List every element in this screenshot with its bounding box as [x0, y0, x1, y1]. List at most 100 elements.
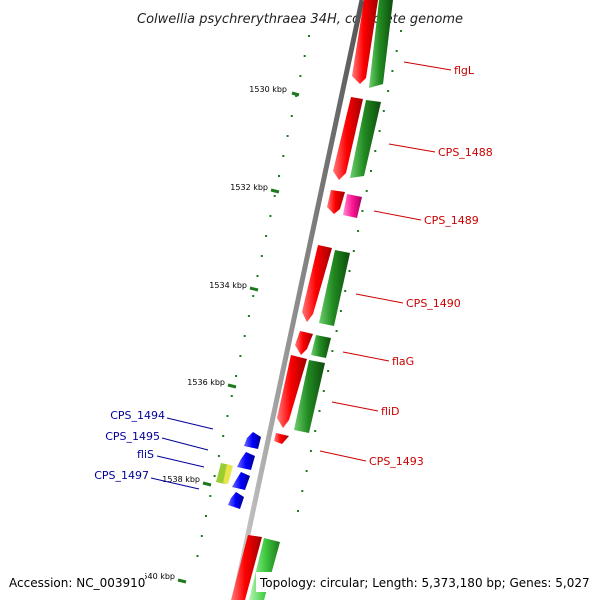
guide-dot	[200, 535, 203, 537]
callout-cps1494: CPS_1494	[110, 409, 214, 430]
guide-dot	[230, 395, 233, 397]
svg-text:1538 kbp: 1538 kbp	[162, 475, 200, 484]
guide-dot	[314, 430, 317, 432]
guide-dot	[387, 90, 390, 92]
guide-dot	[282, 155, 285, 157]
callout-cps1488: CPS_1488	[388, 143, 493, 159]
guide-dot	[247, 315, 250, 317]
guide-dot	[318, 410, 321, 412]
callout-cps1493: CPS_1493	[319, 450, 424, 468]
callout-cps1495: CPS_1495	[105, 430, 209, 451]
guide-dot	[374, 150, 377, 152]
guide-dot	[370, 170, 372, 172]
svg-text:1540 kbp: 1540 kbp	[137, 572, 175, 581]
guide-dot	[278, 175, 280, 177]
guide-dot	[322, 390, 325, 392]
gene-cps1494-blue[interactable]	[244, 432, 261, 449]
callout-flaG: flaG	[342, 351, 414, 368]
accession-label: Accession: NC_003910	[9, 576, 145, 590]
gene-fliD-red[interactable]	[277, 355, 307, 428]
guide-dot	[361, 210, 364, 212]
guide-dot	[226, 415, 229, 417]
guide-dot	[309, 450, 312, 452]
gene-cps1489-magenta[interactable]	[343, 194, 362, 218]
gene-flaG-red[interactable]	[295, 331, 313, 355]
gene-cps1490-red[interactable]	[302, 245, 332, 322]
guide-dot	[290, 115, 293, 117]
tick-1536: 1536 kbp	[187, 378, 237, 389]
guide-dot	[400, 30, 402, 32]
guide-dot	[344, 290, 347, 292]
guide-dot	[239, 355, 242, 357]
guide-dot	[265, 235, 268, 237]
guide-dot	[235, 375, 238, 377]
guide-dot	[301, 490, 304, 492]
callout-cps1489: CPS_1489	[373, 210, 479, 227]
tick-1538: 1538 kbp	[162, 475, 212, 487]
guide-dot	[205, 515, 207, 517]
footer-bg-right	[256, 572, 596, 592]
guide-dot	[382, 110, 385, 112]
callout-cps1497: CPS_1497	[94, 469, 200, 490]
gene-flgL-red[interactable]	[352, 0, 378, 84]
svg-text:CPS_1497: CPS_1497	[94, 469, 149, 482]
guide-dot	[217, 455, 220, 457]
gene-cps1488-red[interactable]	[333, 97, 363, 180]
tick-1532: 1532 kbp	[230, 183, 280, 194]
guide-dot	[335, 330, 338, 332]
svg-text:fliS: fliS	[137, 448, 154, 461]
guide-dot	[305, 470, 308, 472]
tick-1540: 1540 kbp	[137, 572, 187, 584]
guide-dot	[331, 350, 334, 352]
guide-dot	[339, 310, 342, 312]
gene-cps1495-blue[interactable]	[237, 452, 255, 470]
callout-fliS: fliS	[137, 448, 205, 468]
guide-dot	[308, 35, 310, 37]
guide-dot	[256, 275, 259, 277]
gene-cps1493-red[interactable]	[274, 433, 289, 444]
svg-text:flaG: flaG	[392, 355, 414, 368]
svg-text:1532 kbp: 1532 kbp	[230, 183, 268, 192]
svg-text:CPS_1493: CPS_1493	[369, 455, 424, 468]
guide-dot	[395, 50, 398, 52]
gene-cps1490-green[interactable]	[319, 250, 350, 326]
guide-dot	[297, 510, 299, 512]
guide-dot	[327, 370, 330, 372]
svg-text:1534 kbp: 1534 kbp	[209, 281, 247, 290]
gene-fliS-yellow-b[interactable]	[223, 464, 233, 484]
guide-dot	[299, 75, 302, 77]
topology-label: Topology: circular; Length: 5,373,180 bp…	[259, 576, 590, 590]
gene-fliD-green[interactable]	[294, 360, 325, 433]
gene-cps1489-red[interactable]	[327, 190, 345, 214]
gene-cps1497-blue[interactable]	[228, 492, 244, 509]
callout-fliD: fliD	[331, 401, 399, 418]
svg-text:1530 kbp: 1530 kbp	[249, 85, 287, 94]
svg-text:fliD: fliD	[381, 405, 399, 418]
gene-fliS-blue[interactable]	[232, 472, 250, 490]
gene-flaG-green[interactable]	[311, 335, 331, 358]
guide-dot	[260, 255, 263, 257]
gene-cps1488-green[interactable]	[350, 100, 381, 178]
guide-dot	[348, 270, 351, 272]
svg-text:CPS_1495: CPS_1495	[105, 430, 160, 443]
gene-flgL-green[interactable]	[369, 0, 393, 88]
guide-dot	[378, 130, 381, 132]
guide-dot	[252, 295, 255, 297]
guide-dot	[303, 55, 306, 57]
guide-dot	[391, 70, 394, 72]
guide-dot	[352, 250, 355, 252]
guide-dot	[243, 335, 246, 337]
svg-text:1536 kbp: 1536 kbp	[187, 378, 225, 387]
svg-text:CPS_1490: CPS_1490	[406, 297, 461, 310]
tick-dots	[196, 35, 310, 557]
right-dots	[297, 30, 402, 512]
callout-cps1490: CPS_1490	[355, 293, 461, 310]
genome-backbone	[231, 0, 365, 600]
guide-dot	[273, 195, 276, 197]
callout-flgL: flgL	[403, 61, 475, 77]
tick-1530: 1530 kbp	[249, 85, 300, 97]
guide-dot	[286, 135, 289, 137]
guide-dot	[209, 495, 212, 497]
gene-bottom-red[interactable]	[231, 535, 262, 600]
